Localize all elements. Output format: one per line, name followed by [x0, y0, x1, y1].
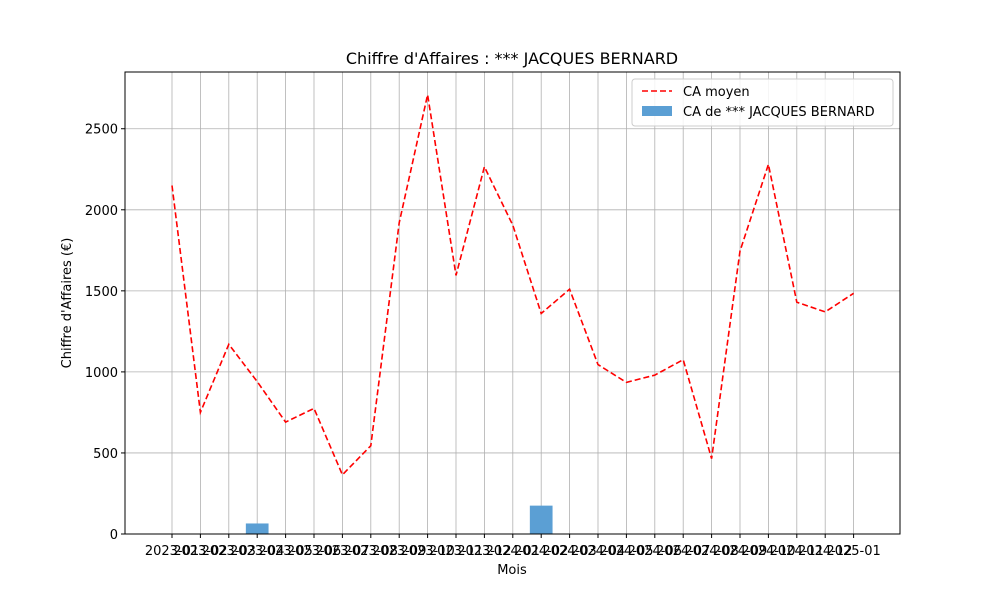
x-tick-label: 2023-07	[315, 544, 369, 559]
legend-box	[631, 78, 894, 127]
bar-series	[245, 505, 553, 534]
legend-label-ca-moyen: CA moyen	[683, 85, 750, 100]
x-tick-label: 2024-04	[571, 544, 625, 559]
y-tick-label: 2500	[85, 123, 118, 138]
x-tick-label: 2024-11	[770, 544, 824, 559]
x-tick-label: 2023-02	[173, 544, 227, 559]
x-tick-label: 2024-03	[542, 544, 596, 559]
y-axis: 0 500 1000 1500 2000 2500	[85, 123, 125, 543]
legend-label-ca-client: CA de *** JACQUES BERNARD	[683, 105, 875, 120]
x-tick-label: 2023-08	[344, 544, 398, 559]
x-tick-label: 2024-10	[741, 544, 795, 559]
y-tick-label: 1000	[85, 366, 118, 381]
x-tick-label: 2024-06	[628, 544, 682, 559]
x-tick-label: 2023-01	[145, 544, 199, 559]
legend-bar-swatch	[642, 106, 672, 116]
x-tick-label: 2024-07	[656, 544, 710, 559]
x-tick-label: 2023-09	[372, 544, 426, 559]
y-tick-label: 500	[93, 447, 118, 462]
legend: CA moyen CA de *** JACQUES BERNARD	[631, 78, 894, 127]
x-tick-label: 2023-05	[258, 544, 312, 559]
x-tick-label: 2024-08	[684, 544, 738, 559]
y-tick-label: 0	[110, 528, 118, 543]
bar	[245, 523, 269, 534]
x-tick-label: 2024-09	[713, 544, 767, 559]
x-tick-label: 2023-12	[457, 544, 511, 559]
x-tick-label: 2023-10	[400, 544, 454, 559]
chart-title: Chiffre d'Affaires : *** JACQUES BERNARD	[346, 49, 678, 68]
x-axis-label: Mois	[497, 563, 527, 578]
x-axis: 2023-012023-022023-032023-042023-052023-…	[145, 534, 881, 559]
y-axis-label: Chiffre d'Affaires (€)	[60, 238, 75, 369]
x-tick-label: 2025-01	[826, 544, 880, 559]
x-tick-label: 2023-11	[429, 544, 483, 559]
ca-moyen-line	[171, 94, 855, 477]
x-tick-label: 2024-12	[798, 544, 852, 559]
x-tick-label: 2024-01	[486, 544, 540, 559]
bar	[529, 505, 553, 534]
x-tick-label: 2023-06	[287, 544, 341, 559]
x-tick-label: 2024-02	[514, 544, 568, 559]
y-tick-label: 2000	[85, 204, 118, 219]
y-tick-label: 1500	[85, 285, 118, 300]
x-tick-label: 2023-03	[202, 544, 256, 559]
x-tick-label: 2024-05	[599, 544, 653, 559]
x-tick-label: 2023-04	[230, 544, 284, 559]
